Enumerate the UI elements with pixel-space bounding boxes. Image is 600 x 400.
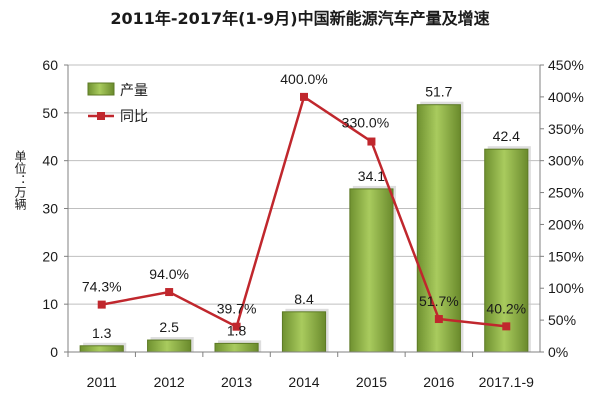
x-tick-label: 2011 (87, 374, 117, 390)
y2-tick-label: 250% (548, 185, 584, 201)
bar (79, 345, 124, 353)
line-point (434, 315, 443, 324)
chart-title: 2011年-2017年(1-9月)中国新能源汽车产量及增速 (110, 9, 489, 28)
bar-value-label: 2.5 (159, 319, 179, 335)
bar (484, 148, 529, 353)
bar-value-label: 8.4 (294, 291, 314, 307)
bar (416, 104, 461, 353)
x-tick-label: 2017.1-9 (479, 374, 534, 390)
legend-label-bar: 产量 (120, 83, 148, 99)
y-tick-label: 50 (42, 105, 58, 121)
bar-value-label: 42.4 (493, 128, 520, 144)
y-tick-label: 40 (42, 153, 58, 169)
line-layer (97, 92, 511, 331)
line-value-label: 40.2% (486, 300, 526, 316)
axes: 0 10 20 30 40 50 60 0% 50% 100% 150% 200% 250% 300% 35… (13, 57, 584, 390)
bar-value-label: 34.1 (358, 168, 385, 184)
y-tick-label: 20 (42, 248, 58, 264)
x-tick-label: 2012 (154, 374, 185, 390)
legend-label-line: 同比 (120, 109, 148, 125)
labels: 1.3 2.5 1.8 8.4 34.1 51.7 42.4 74.3% 94.0% 39.7% 4… (82, 71, 526, 341)
line-point (232, 322, 241, 331)
y2-tick-label: 350% (548, 121, 584, 137)
y-tick-label: 60 (42, 57, 58, 73)
bar-value-label: 1.3 (92, 325, 112, 341)
y2-tick-label: 50% (548, 312, 576, 328)
line-value-label: 39.7% (217, 301, 257, 317)
bar-value-label: 1.8 (227, 322, 247, 338)
legend-swatch-marker (97, 112, 105, 120)
y-tick-label: 30 (42, 201, 58, 217)
y2-tick-label: 300% (548, 153, 584, 169)
bar-value-label: 51.7 (425, 84, 452, 100)
line-value-label: 51.7% (419, 293, 459, 309)
bar (281, 311, 327, 353)
y2-tick-label: 0% (548, 344, 568, 360)
line-value-label: 400.0% (280, 71, 327, 87)
line-point (502, 322, 511, 331)
x-tick-label: 2014 (288, 374, 319, 390)
y-axis-label: 单位：万辆 (13, 150, 27, 210)
bars (79, 101, 531, 353)
bar (349, 188, 394, 353)
y-tick-label: 0 (50, 344, 58, 360)
line-point (97, 300, 106, 309)
line-point (165, 288, 174, 297)
line-value-label: 94.0% (149, 266, 189, 282)
line-point (300, 92, 308, 101)
x-tick-label: 2016 (423, 374, 454, 390)
x-tick-label: 2015 (356, 374, 387, 390)
line-value-label: 74.3% (82, 279, 122, 295)
y2-tick-label: 450% (548, 57, 584, 73)
y2-tick-label: 400% (548, 89, 584, 105)
bar (214, 342, 259, 353)
y2-tick-label: 100% (548, 280, 584, 296)
line-value-label: 330.0% (342, 115, 389, 131)
y-tick-label: 10 (42, 296, 58, 312)
line-point (367, 137, 376, 146)
x-tick-label: 2013 (221, 374, 252, 390)
y2-tick-label: 200% (548, 216, 584, 232)
legend-swatch-bar (87, 82, 115, 96)
y2-tick-label: 150% (548, 248, 584, 264)
bar (147, 339, 192, 353)
